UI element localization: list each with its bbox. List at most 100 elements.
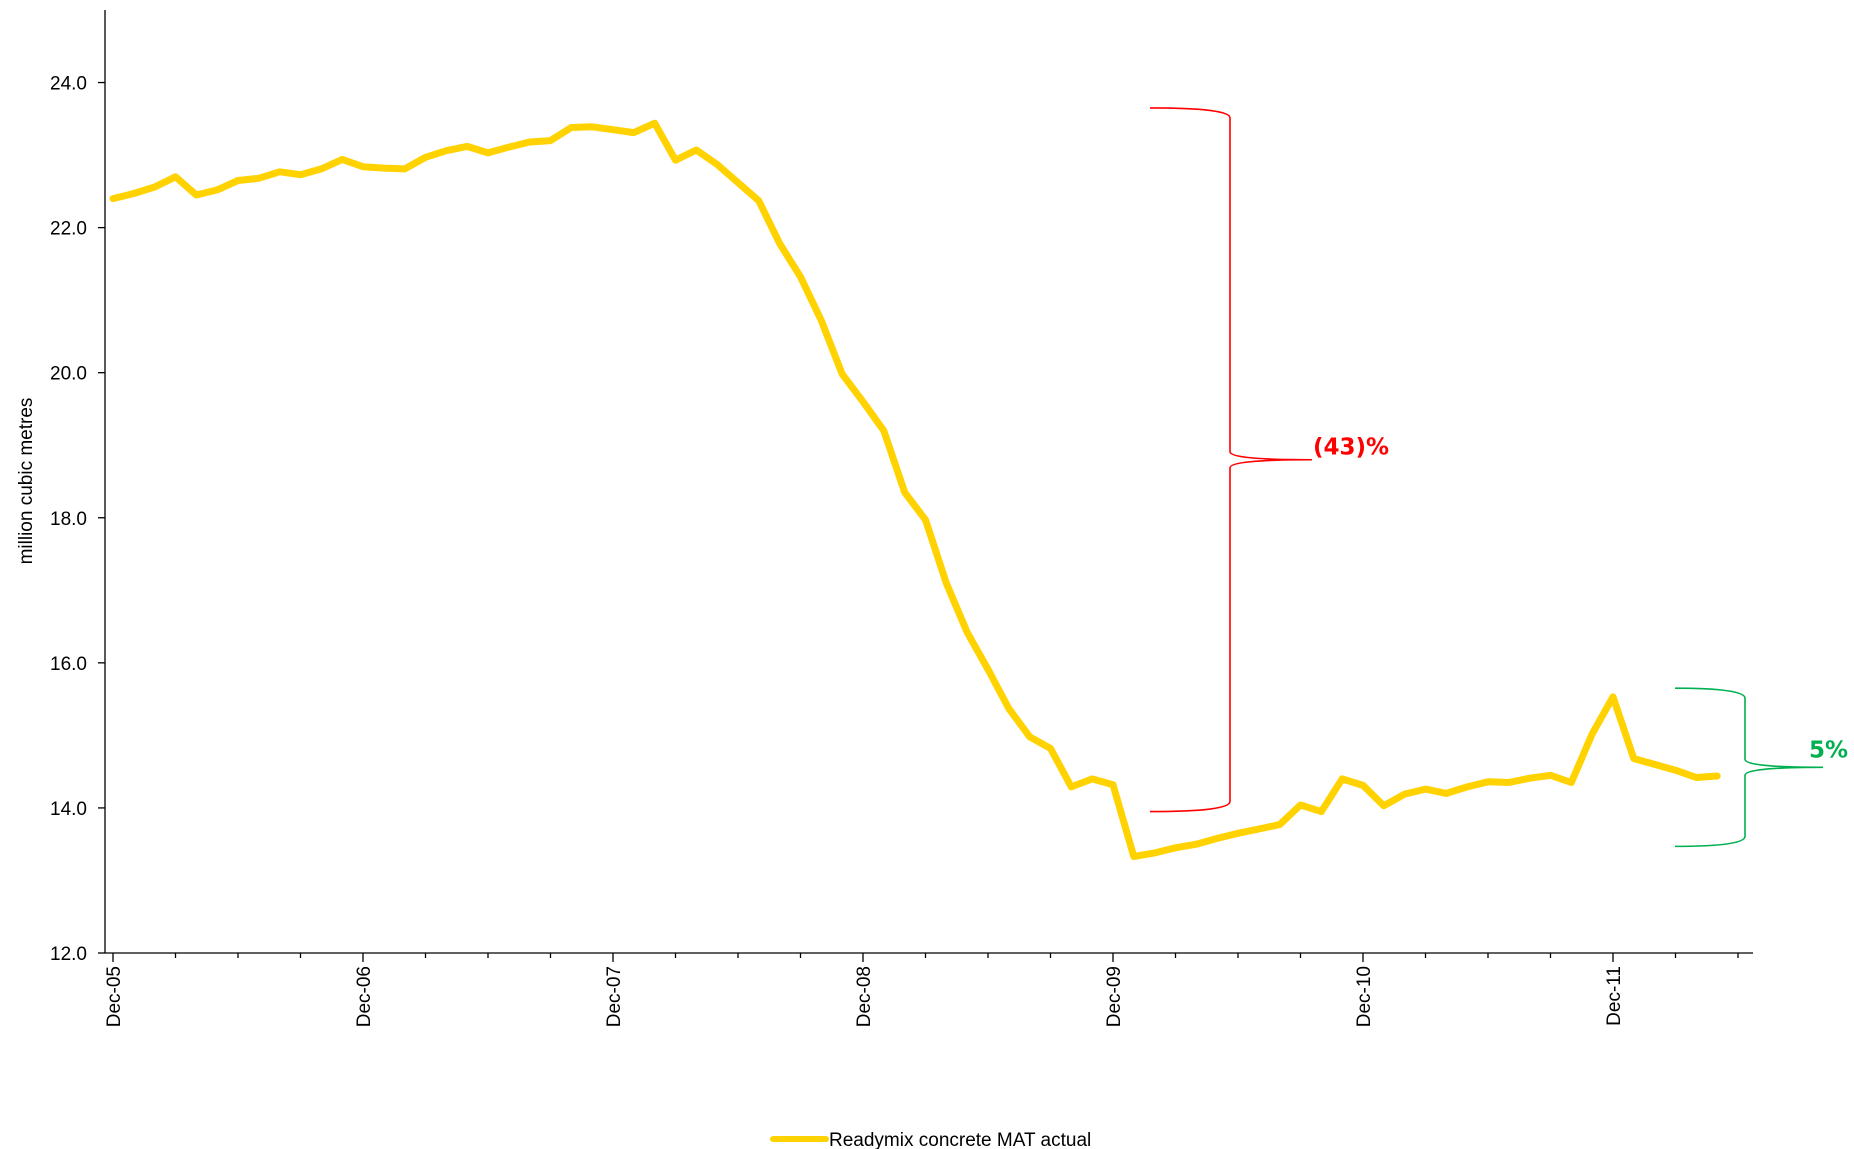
data-point [1467,786,1468,787]
x-tick-label: Dec-09 [1104,966,1125,1027]
data-point [925,519,926,520]
x-tick-label: Dec-05 [104,966,125,1027]
y-tick-label: 24.0 [50,74,87,95]
y-tick-label: 16.0 [50,654,87,675]
data-point [238,180,239,181]
data-point [258,178,259,179]
data-point [1113,784,1114,785]
data-point [196,195,197,196]
data-point [1342,778,1343,779]
annotations: (43)% 5% [1149,107,1848,848]
data-point [717,164,718,165]
data-point [613,129,614,130]
x-tick-label: Dec-11 [1604,966,1625,1026]
data-point [1571,782,1572,783]
data-point [529,142,530,143]
data-point [383,168,384,169]
data-point [1175,847,1176,848]
data-point [488,152,489,153]
data-point [821,320,822,321]
data-point [1529,778,1530,779]
x-tick-label: Dec-10 [1354,966,1375,1027]
y-ticks: 12.0 14.0 16.0 18.0 20.0 22.0 24.0 [50,74,105,965]
data-point [1654,764,1655,765]
data-point [1696,777,1697,778]
data-point [1404,794,1405,795]
data-point [321,168,322,169]
x-ticks: Dec-05 Dec-06 Dec-07 Dec-08 Dec-09 Dec-10 Dec-… [104,953,1739,1027]
data-point [1279,824,1280,825]
data-point [675,160,676,161]
data-point [1321,811,1322,812]
data-point [508,147,509,148]
data-point [363,166,364,167]
data-point [1050,748,1051,749]
data-point [654,123,655,124]
data-point [1613,696,1614,697]
data-point [1717,776,1718,777]
data-point [988,669,989,670]
rise-brace [1674,687,1824,848]
data-point [342,159,343,160]
series-line-0 [109,119,1721,860]
data-point [1258,829,1259,830]
data-point [883,430,884,431]
data-point [633,132,634,133]
data-point [133,193,134,194]
data-point [904,492,905,493]
y-tick-label: 14.0 [50,799,87,820]
x-tick-label: Dec-08 [854,966,875,1027]
data-point [1383,805,1384,806]
data-point [738,182,739,183]
series-group [109,119,1721,860]
data-point [467,146,468,147]
decline-brace [1149,107,1313,813]
y-tick-label: 20.0 [50,364,87,385]
data-point [863,401,864,402]
axes [104,10,1753,954]
data-point [1633,758,1634,759]
data-point [113,198,114,199]
data-point [425,157,426,158]
data-point [300,174,301,175]
y-tick-label: 22.0 [50,219,87,240]
data-point [758,200,759,201]
data-point [1029,736,1030,737]
data-point [1425,789,1426,790]
data-point [842,374,843,375]
data-point [696,150,697,151]
data-point [1675,770,1676,771]
data-point [779,243,780,244]
data-point [967,632,968,633]
data-point [446,150,447,151]
data-point [1008,708,1009,709]
x-tick-label: Dec-06 [354,966,375,1027]
data-point [175,176,176,177]
decline-percent-label: (43)% [1313,435,1389,461]
data-point [1092,778,1093,779]
data-point [1446,793,1447,794]
y-tick-label: 12.0 [50,944,87,965]
data-point [1154,852,1155,853]
data-point [1196,844,1197,845]
data-point [1217,838,1218,839]
data-point [1508,782,1509,783]
data-point [1071,786,1072,787]
data-point [217,189,218,190]
data-point [550,140,551,141]
data-point [571,127,572,128]
data-point [1300,805,1301,806]
y-axis-title: million cubic metres [16,398,37,565]
data-point [1238,833,1239,834]
data-point [1363,785,1364,786]
data-point [1133,856,1134,857]
data-point [279,171,280,172]
data-point [154,187,155,188]
rise-percent-label: 5% [1809,737,1848,763]
x-tick-label: Dec-07 [604,966,625,1027]
data-point [592,126,593,127]
legend-label: Readymix concrete MAT actual [829,1130,1091,1149]
data-point [1550,775,1551,776]
data-point [946,583,947,584]
data-point [800,276,801,277]
